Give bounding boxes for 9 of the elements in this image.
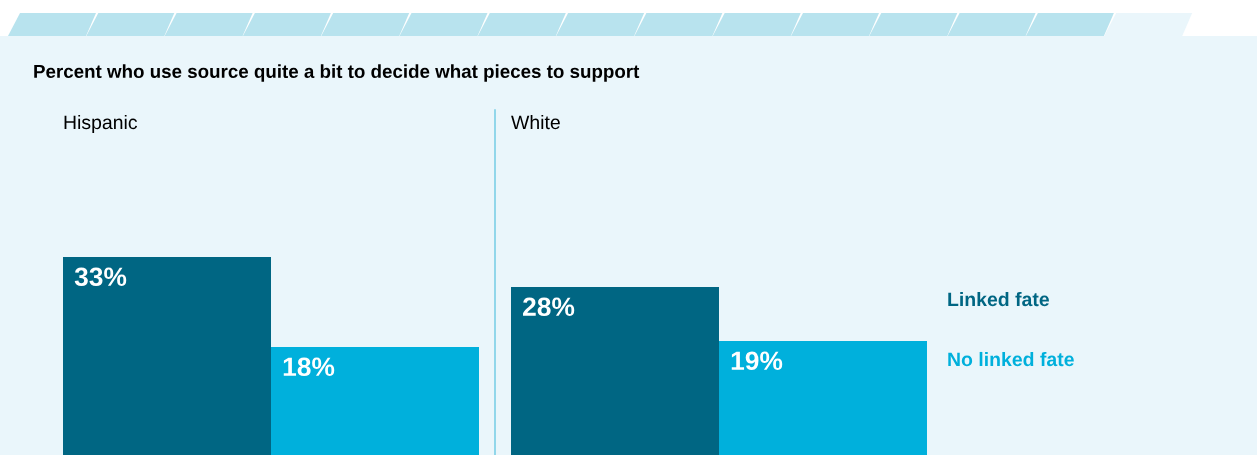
data-label: 28% [523,297,575,317]
data-label: 19% [731,351,783,371]
chart-title: Percent who use source quite a bit to decide what pieces to support [34,64,640,82]
data-label: 18% [283,357,335,377]
text: Linked fate [948,291,1049,307]
chart-subtitle: Hispanic [64,114,138,134]
series-label: No linked fate [948,351,1074,367]
data-label: 33% [74,267,127,287]
chart-subtitle: White [511,114,560,130]
